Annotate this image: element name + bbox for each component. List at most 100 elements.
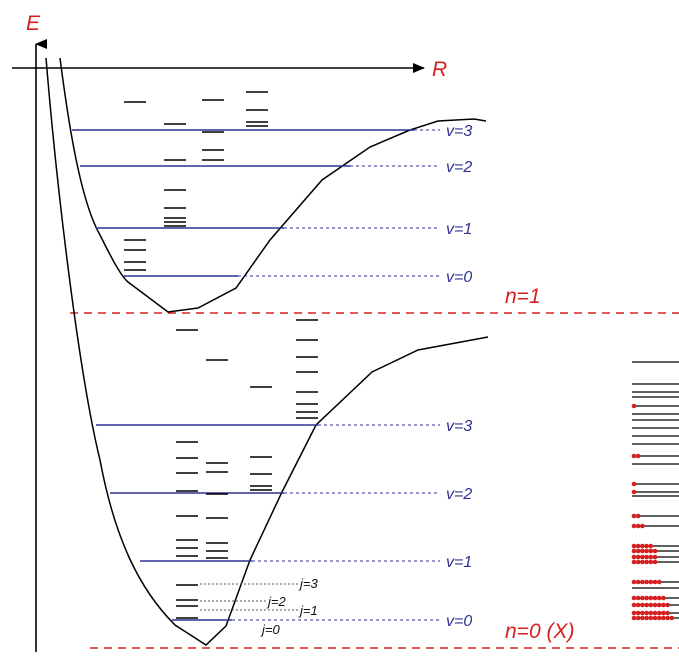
population-dot <box>652 579 658 585</box>
population-dot <box>665 602 670 608</box>
population-dot <box>648 543 654 549</box>
population-dot <box>656 602 662 608</box>
population-dot <box>631 548 637 554</box>
population-dot <box>644 554 649 560</box>
population-dot <box>669 615 675 621</box>
j2-label: j=2 <box>266 594 286 609</box>
population-dot <box>635 523 641 529</box>
lower-v0-label: v=0 <box>446 613 472 630</box>
lower-v2-label: v=2 <box>446 486 472 503</box>
upper-v2-label: v=2 <box>446 159 472 176</box>
upper-vibrational-levels: v=3 v=2 v=1 v=0 <box>72 123 472 286</box>
population-dot <box>631 615 637 621</box>
population-dot <box>652 610 658 616</box>
population-dot <box>648 595 654 601</box>
population-dot <box>661 602 666 608</box>
population-dot <box>648 559 654 565</box>
population-dot <box>640 543 645 549</box>
population-dot <box>648 548 654 554</box>
population-dot <box>652 602 658 608</box>
population-dot <box>631 559 637 565</box>
population-dot <box>640 615 645 621</box>
population-dot <box>631 513 637 519</box>
population-dot <box>652 554 658 560</box>
population-dot <box>661 610 666 616</box>
population-dot <box>661 595 666 601</box>
population-dot <box>656 610 662 616</box>
upper-potential-curve <box>59 57 487 313</box>
population-dot <box>631 610 637 616</box>
population-dot <box>631 489 637 495</box>
population-dot <box>631 543 637 549</box>
population-dot <box>631 554 637 560</box>
population-dot <box>635 595 641 601</box>
population-dot <box>644 548 649 554</box>
j0-label: j=0 <box>260 622 280 637</box>
population-dot <box>644 615 649 621</box>
population-dot <box>665 615 670 621</box>
population-dot <box>635 559 641 565</box>
population-dot <box>652 548 658 554</box>
upper-v0-label: v=0 <box>446 269 472 286</box>
lower-v1-label: v=1 <box>446 554 472 571</box>
population-dot <box>631 579 637 585</box>
population-dot <box>635 513 641 519</box>
population-dot <box>644 602 649 608</box>
population-dot <box>640 523 645 529</box>
population-dot <box>635 615 641 621</box>
lower-vibrational-levels: v=3 v=2 v=1 v=0 <box>96 418 472 630</box>
population-dot <box>648 615 654 621</box>
upper-state-label: n=1 <box>505 285 541 308</box>
population-dot <box>640 559 645 565</box>
population-dot <box>652 559 658 565</box>
lower-potential-curve <box>45 57 489 646</box>
population-dot <box>635 453 641 459</box>
population-dot <box>640 548 645 554</box>
upper-v3-label: v=3 <box>446 123 472 140</box>
population-dot <box>665 610 670 616</box>
population-dot <box>635 543 641 549</box>
population-dot <box>635 548 641 554</box>
population-dot <box>640 554 645 560</box>
distance-axis-label: R <box>432 58 447 81</box>
population-dot <box>656 615 662 621</box>
population-dot <box>656 595 662 601</box>
population-dot <box>648 602 654 608</box>
population-dot <box>635 579 641 585</box>
population-dot <box>640 602 645 608</box>
population-dot <box>631 523 637 529</box>
j3-label: j=3 <box>298 576 318 591</box>
population-dot <box>644 595 649 601</box>
population-dot <box>644 610 649 616</box>
population-dot <box>631 595 637 601</box>
energy-axis-label: E <box>26 12 41 35</box>
population-dot <box>661 615 666 621</box>
population-dot <box>644 559 649 565</box>
population-dot <box>640 610 645 616</box>
population-dot <box>631 481 637 487</box>
population-dot <box>648 579 654 585</box>
population-dot <box>640 595 645 601</box>
lower-v3-label: v=3 <box>446 418 472 435</box>
upper-v1-label: v=1 <box>446 221 472 238</box>
population-ladder <box>631 361 679 621</box>
rotational-ticks <box>124 91 318 619</box>
population-dot <box>635 554 641 560</box>
population-dot <box>656 579 662 585</box>
population-dot <box>644 543 649 549</box>
population-dot <box>648 610 654 616</box>
population-dot <box>652 615 658 621</box>
j1-label: j=1 <box>298 603 318 618</box>
population-dot <box>635 610 641 616</box>
population-dot <box>631 403 637 409</box>
population-dot <box>652 595 658 601</box>
population-dot <box>644 579 649 585</box>
population-dot <box>631 453 637 459</box>
population-dot <box>635 602 641 608</box>
lower-state-label: n=0 (X) <box>505 620 574 643</box>
population-dot <box>648 554 654 560</box>
rotational-j-leaders: j=3 j=2 j=1 j=0 <box>200 576 318 637</box>
population-dot <box>640 579 645 585</box>
